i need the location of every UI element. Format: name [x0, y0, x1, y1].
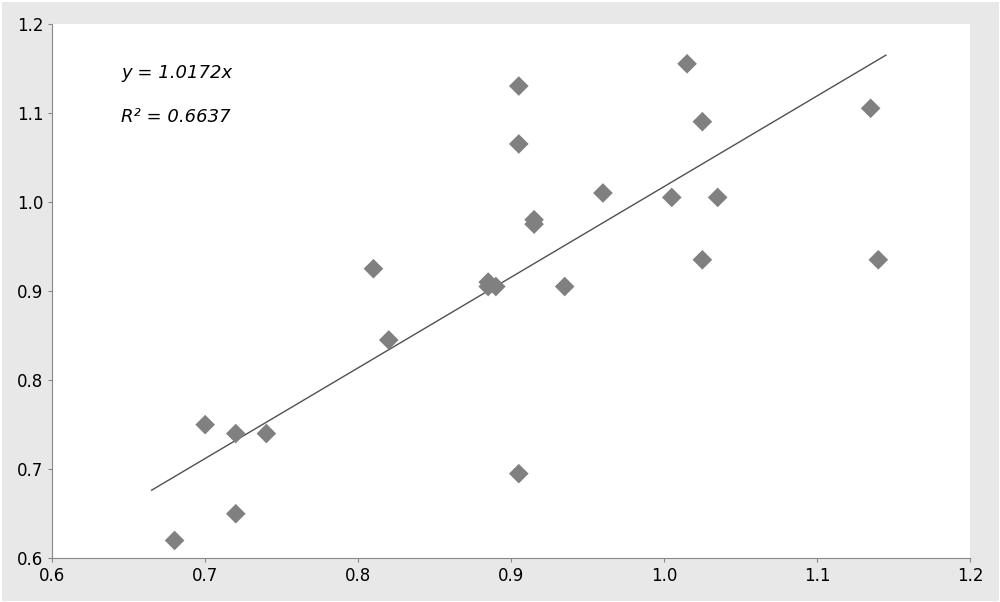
Point	[694, 117, 710, 126]
Point	[228, 509, 244, 518]
Point	[863, 104, 879, 113]
Point	[258, 429, 274, 438]
Point	[526, 215, 542, 225]
Text: y = 1.0172x: y = 1.0172x	[121, 64, 232, 82]
Text: R² = 0.6637: R² = 0.6637	[121, 108, 231, 126]
Point	[480, 278, 496, 287]
Point	[870, 255, 886, 265]
Point	[511, 81, 527, 91]
Point	[197, 420, 213, 429]
Point	[488, 282, 504, 291]
Point	[710, 193, 726, 202]
Point	[511, 139, 527, 149]
Point	[595, 188, 611, 198]
Point	[557, 282, 573, 291]
Point	[526, 219, 542, 229]
Point	[381, 335, 397, 345]
Point	[679, 59, 695, 69]
Point	[365, 264, 381, 273]
Point	[480, 282, 496, 291]
Point	[228, 429, 244, 438]
Point	[167, 536, 183, 545]
Point	[694, 255, 710, 265]
Point	[664, 193, 680, 202]
Point	[511, 469, 527, 479]
